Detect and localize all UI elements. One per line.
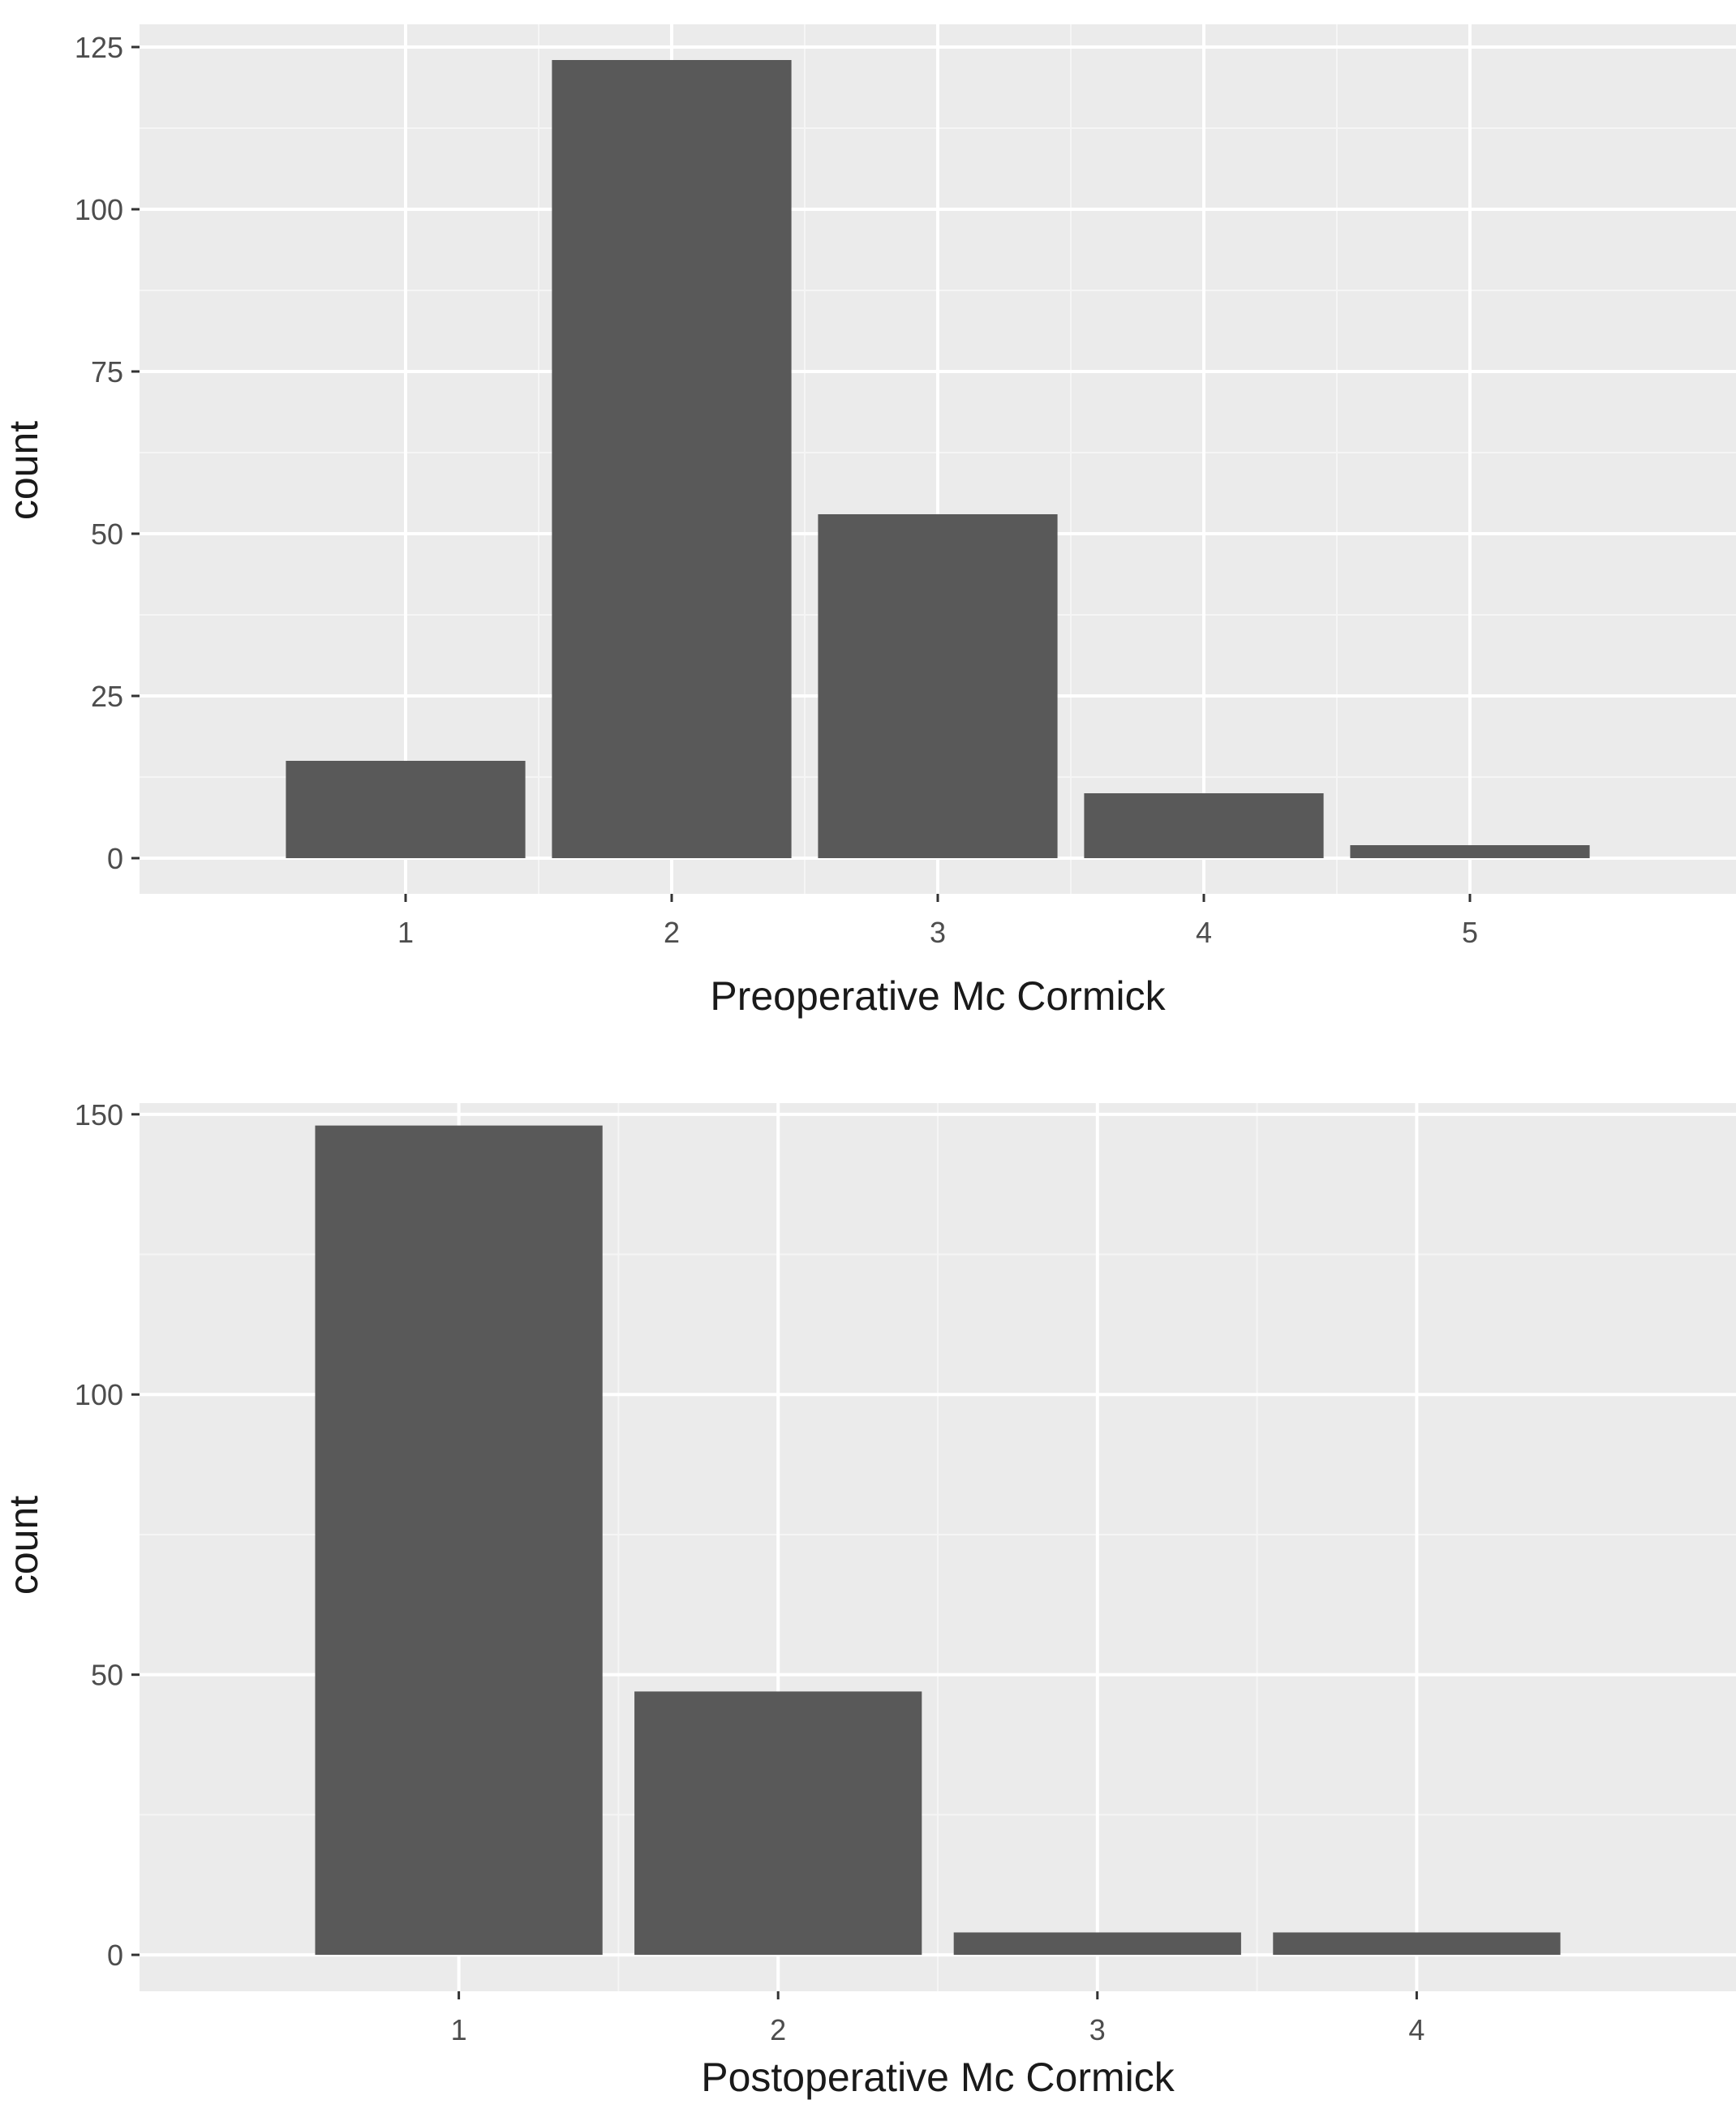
bar-2 [552,60,792,858]
y-axis-title: count [1,1496,46,1595]
y-tick-label: 25 [91,680,123,713]
x-tick-label: 4 [1408,2013,1424,2046]
bar-3 [818,514,1058,858]
bar-1 [286,761,526,858]
y-tick-label: 50 [91,517,123,551]
y-axis-title: count [1,421,46,520]
y-tick-label: 100 [75,193,123,226]
y-tick-label: 100 [75,1378,123,1411]
bar-4 [1273,1932,1561,1956]
x-tick-label: 3 [930,916,946,949]
y-tick-label: 150 [75,1098,123,1132]
y-tick-label: 75 [91,355,123,389]
y-tick-label: 50 [91,1659,123,1692]
y-tick-label: 125 [75,31,123,64]
bar-5 [1350,845,1590,858]
bar-4 [1084,793,1324,858]
x-tick-label: 1 [451,2013,467,2046]
y-tick-label: 0 [107,842,123,875]
postoperative-chart: 0 50 100 150 1 2 3 4 Postoperative Mc Cormick cou… [1,1098,1736,2100]
x-axis-title: Postoperative Mc Cormick [701,2055,1175,2100]
bar-3 [953,1932,1241,1956]
x-tick-label: 3 [1089,2013,1106,2046]
x-tick-label: 2 [664,916,680,949]
x-tick-label: 1 [397,916,414,949]
bar-1 [315,1125,603,1956]
x-tick-label: 5 [1462,916,1478,949]
bar-2 [634,1691,922,1956]
y-tick-label: 0 [107,1939,123,1972]
x-tick-label: 2 [770,2013,786,2046]
preoperative-chart: 0 25 50 75 100 125 1 2 3 4 5 Preoperative Mc Cormic… [1,24,1736,1019]
x-axis-title: Preoperative Mc Cormick [710,973,1166,1019]
x-tick-label: 4 [1196,916,1212,949]
